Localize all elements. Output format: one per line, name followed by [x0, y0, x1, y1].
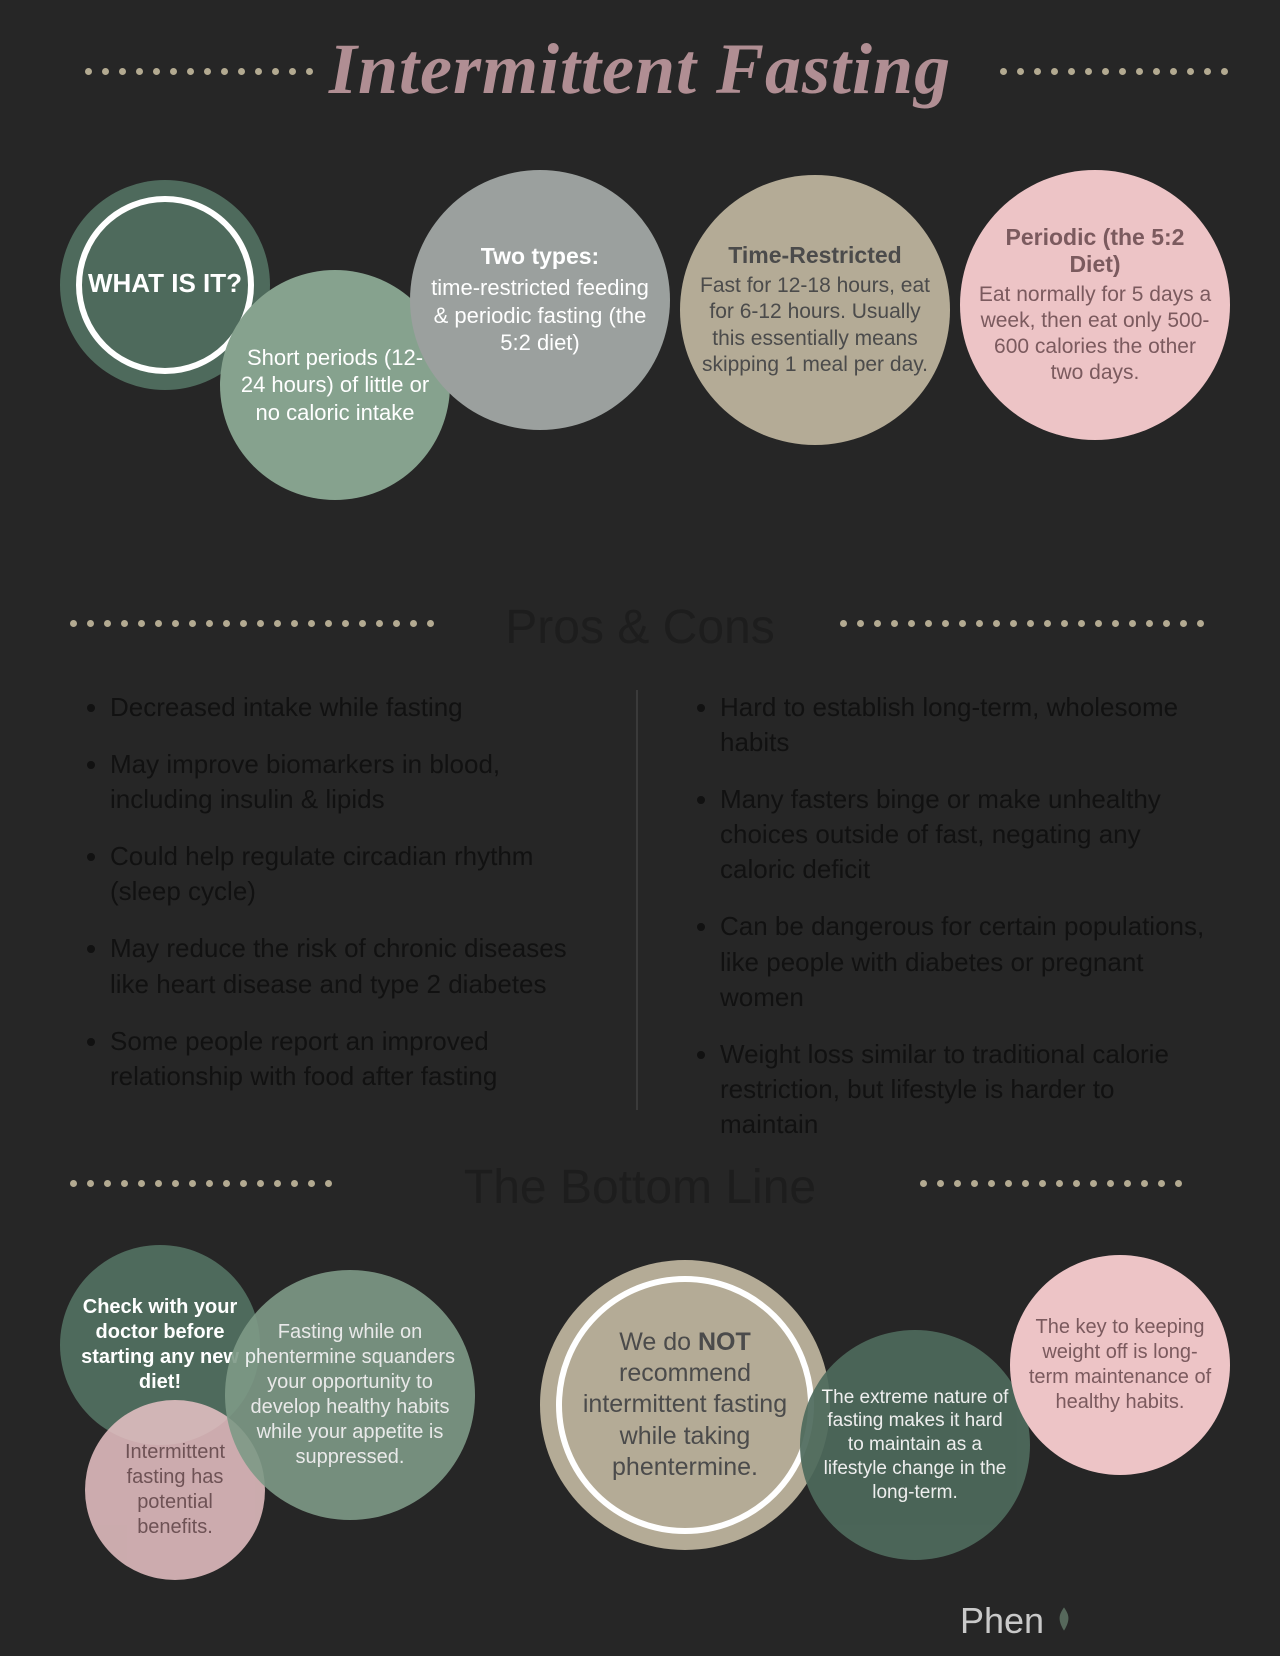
page-title: Intermittent Fasting — [0, 0, 1280, 111]
bottom-line-dots-left — [70, 1180, 332, 1187]
circle-heading: Time-Restricted — [728, 242, 901, 269]
info-circle-b5: The extreme nature of fasting makes it h… — [800, 1330, 1030, 1560]
circle-body: Intermittent fasting has potential benef… — [103, 1440, 247, 1540]
circle-body: Fast for 12-18 hours, eat for 6-12 hours… — [698, 273, 932, 378]
pros-cons-divider — [636, 690, 638, 1110]
footer-brand-text: Phen — [960, 1600, 1044, 1642]
info-circle-c4: Time-Restricted Fast for 12-18 hours, eat… — [680, 175, 950, 445]
cons-list: Hard to establish long-term, wholesome h… — [690, 690, 1210, 1164]
circle-heading: Periodic (the 5:2 Diet) — [978, 224, 1212, 278]
footer-brand: Phen — [960, 1600, 1078, 1642]
con-item: Weight loss similar to traditional calor… — [720, 1037, 1210, 1142]
con-item: Many fasters binge or make unhealthy cho… — [720, 782, 1210, 887]
info-circle-b3: Fasting while on phentermine squanders y… — [225, 1270, 475, 1520]
pro-item: Some people report an improved relations… — [110, 1024, 590, 1094]
pros-list: Decreased intake while fasting May improv… — [80, 690, 590, 1116]
info-circle-c3: Two types: time-restricted feeding & peri… — [410, 170, 670, 430]
pro-item: May improve biomarkers in blood, includi… — [110, 747, 590, 817]
circle-body: The key to keeping weight off is long-te… — [1028, 1315, 1212, 1415]
pros-cons-dots-right — [840, 620, 1204, 627]
circle-body: Short periods (12-24 hours) of little or… — [238, 344, 432, 427]
circle-body: Fasting while on phentermine squanders y… — [243, 1320, 457, 1470]
pros-cons-title: Pros & Cons — [0, 600, 1280, 655]
info-circle-c5: Periodic (the 5:2 Diet)Eat normally for … — [960, 170, 1230, 440]
circle-body: Check with your doctor before starting a… — [78, 1295, 242, 1395]
pro-item: Could help regulate circadian rhythm (sl… — [110, 839, 590, 909]
pro-item: May reduce the risk of chronic diseases … — [110, 931, 590, 1001]
leaf-icon — [1050, 1600, 1078, 1642]
circle-ring — [556, 1276, 814, 1534]
info-circle-b6: The key to keeping weight off is long-te… — [1010, 1255, 1230, 1475]
pros-cons-dots-left — [70, 620, 434, 627]
pro-item: Decreased intake while fasting — [110, 690, 590, 725]
bottom-line-dots-right — [920, 1180, 1182, 1187]
header-dots-left — [85, 68, 313, 75]
bottom-line-title: The Bottom Line — [0, 1160, 1280, 1215]
info-circle-b4: We do NOT recommend intermittent fasting… — [540, 1260, 830, 1550]
circle-body: Eat normally for 5 days a week, then eat… — [978, 282, 1212, 387]
con-item: Can be dangerous for certain populations… — [720, 909, 1210, 1014]
circle-body: The extreme nature of fasting makes it h… — [818, 1386, 1012, 1505]
circle-heading: Two types: — [481, 243, 599, 270]
header-dots-right — [1000, 68, 1228, 75]
circle-body: time-restricted feeding & periodic fasti… — [428, 274, 652, 357]
con-item: Hard to establish long-term, wholesome h… — [720, 690, 1210, 760]
